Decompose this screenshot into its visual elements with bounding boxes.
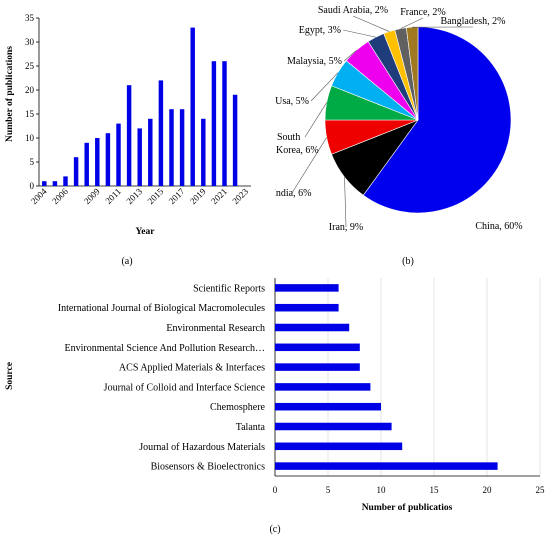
chart-a-bar — [42, 181, 47, 186]
chart-a-bar — [222, 61, 227, 187]
chart-b-slice-label: Egypt, 3% — [299, 25, 341, 36]
chart-a-ytick-label: 30 — [25, 37, 35, 47]
chart-a-xtick-label: 2011 — [103, 186, 123, 206]
chart-c-ylabel: Source — [5, 362, 15, 390]
chart-a-ytick-label: 10 — [25, 133, 35, 143]
chart-a-yaxis-title: Number of publications — [5, 46, 15, 142]
chart-a-bar — [201, 118, 206, 186]
chart-a: Number of publications 0 5 10 15 20 25 30 35 20… — [5, 13, 251, 267]
chart-b-slice-label: Iran, 9% — [329, 222, 363, 233]
chart-c-category-label: Environmental Research — [166, 323, 265, 334]
chart-a-xtick-label: 2023 — [230, 186, 250, 206]
chart-a-xtick-label: 2013 — [124, 186, 144, 206]
chart-c-bar — [275, 422, 392, 431]
chart-c-category-label: Journal of Colloid and Interface Science — [104, 382, 266, 393]
chart-c-category-label: Journal of Hazardous Materials — [139, 442, 265, 453]
chart-a-ytick-label: 15 — [25, 109, 35, 119]
chart-c-bar — [275, 303, 339, 312]
chart-b-slice-label: Usa, 5% — [275, 96, 309, 107]
chart-c-bar — [275, 343, 360, 352]
chart-a-bar — [95, 138, 100, 186]
chart-c-category-label: ACS Applied Materials & Interfaces — [119, 363, 265, 374]
chart-a-bar — [126, 85, 132, 186]
chart-c-bar — [275, 363, 360, 371]
chart-a-xtick-label: 2021 — [209, 186, 229, 206]
chart-b-slice — [362, 26, 512, 214]
chart-b-leader-line — [291, 137, 327, 194]
chart-c-xtick-label: 20 — [483, 485, 493, 495]
chart-b-leader-line — [400, 17, 424, 29]
chart-c-xtick-label: 25 — [536, 485, 546, 495]
chart-a-ylabel: Number of publications — [5, 46, 15, 142]
chart-b-leader-line — [310, 72, 339, 102]
chart-b-leader-line — [352, 15, 390, 32]
chart-c-bar — [275, 323, 350, 332]
chart-a-bar — [190, 27, 195, 186]
chart-a-bar — [169, 109, 174, 186]
chart-a-xtick-label: 2006 — [50, 186, 70, 206]
chart-b-slice-label: Saudi Arabia, 2% — [318, 5, 388, 16]
chart-a-panel-label: (a) — [121, 256, 132, 267]
chart-b-panel-label: (b) — [402, 256, 414, 267]
chart-b-slice-label: Malaysia, 5% — [287, 56, 342, 67]
chart-b-slice-label: France, 2% — [400, 7, 446, 18]
chart-b-leader-line — [343, 50, 357, 62]
chart-b-leader-line — [342, 29, 376, 38]
chart-a-xtick-label: 2019 — [188, 186, 208, 206]
chart-a-ytick-label: 0 — [30, 181, 35, 191]
chart-a-xtick-label: 2009 — [82, 186, 102, 206]
chart-a-bar — [105, 133, 111, 186]
chart-c-category-label: Environmental Science And Pollution Rese… — [64, 343, 265, 354]
chart-a-bar — [84, 142, 89, 186]
chart-c-category-label: International Journal of Biological Macr… — [58, 303, 265, 314]
chart-c-bar — [275, 284, 339, 292]
chart-a-ytick-label: 35 — [25, 13, 35, 23]
chart-a-xtick-label: 2015 — [146, 186, 166, 206]
chart-c-xlabel: Number of publicatios — [362, 503, 453, 513]
chart-b-slice-label: China, 60% — [475, 221, 522, 232]
chart-c-bar — [275, 383, 371, 391]
chart-c-bar — [275, 442, 403, 451]
chart-a-xlabel: Year — [136, 227, 156, 237]
chart-c-category-label: Talanta — [236, 422, 266, 433]
chart-c-bar — [275, 462, 498, 470]
chart-b-slice-label: South Korea, 6% — [276, 132, 319, 156]
chart-a-bar — [148, 118, 153, 186]
chart-b-leader-line — [304, 102, 327, 138]
chart-c-category-label: Scientific Reports — [193, 283, 265, 294]
chart-c-xtick-label: 10 — [377, 485, 387, 495]
chart-a-ytick-label: 25 — [25, 61, 35, 71]
chart-a-bar — [116, 123, 121, 186]
chart-a-bar — [211, 61, 217, 187]
chart-a-bar — [73, 157, 79, 186]
chart-c-xtick-label: 5 — [326, 485, 331, 495]
chart-b: China, 60% Iran, 9% India, 6% South Korea, 6… — [275, 5, 523, 267]
chart-a-xtick-label: 2017 — [167, 186, 187, 206]
chart-a-ytick-label: 20 — [25, 85, 35, 95]
chart-a-bar — [179, 109, 185, 186]
chart-a-bar — [137, 128, 142, 186]
chart-a-ytick-label: 5 — [30, 157, 35, 167]
chart-c-panel-label: (c) — [269, 524, 280, 535]
chart-a-bar — [52, 181, 58, 186]
chart-c-xtick-label: 0 — [273, 485, 278, 495]
chart-c-xtick-label: 15 — [430, 485, 440, 495]
chart-c-category-label: Chemosphere — [210, 402, 266, 413]
chart-a-bar — [63, 176, 68, 186]
chart-b-slice-label: Bangladesh, 2% — [441, 16, 506, 27]
chart-a-bar — [232, 94, 238, 186]
chart-c-category-label: Biosensors & Bioelectronics — [151, 462, 266, 473]
chart-b-leader-line — [344, 176, 347, 228]
chart-c: Source Scientific Reports International J… — [5, 278, 546, 535]
chart-a-bar — [158, 80, 164, 186]
chart-c-bar — [275, 402, 381, 411]
chart-b-slice-label: India, 6% — [275, 188, 311, 199]
